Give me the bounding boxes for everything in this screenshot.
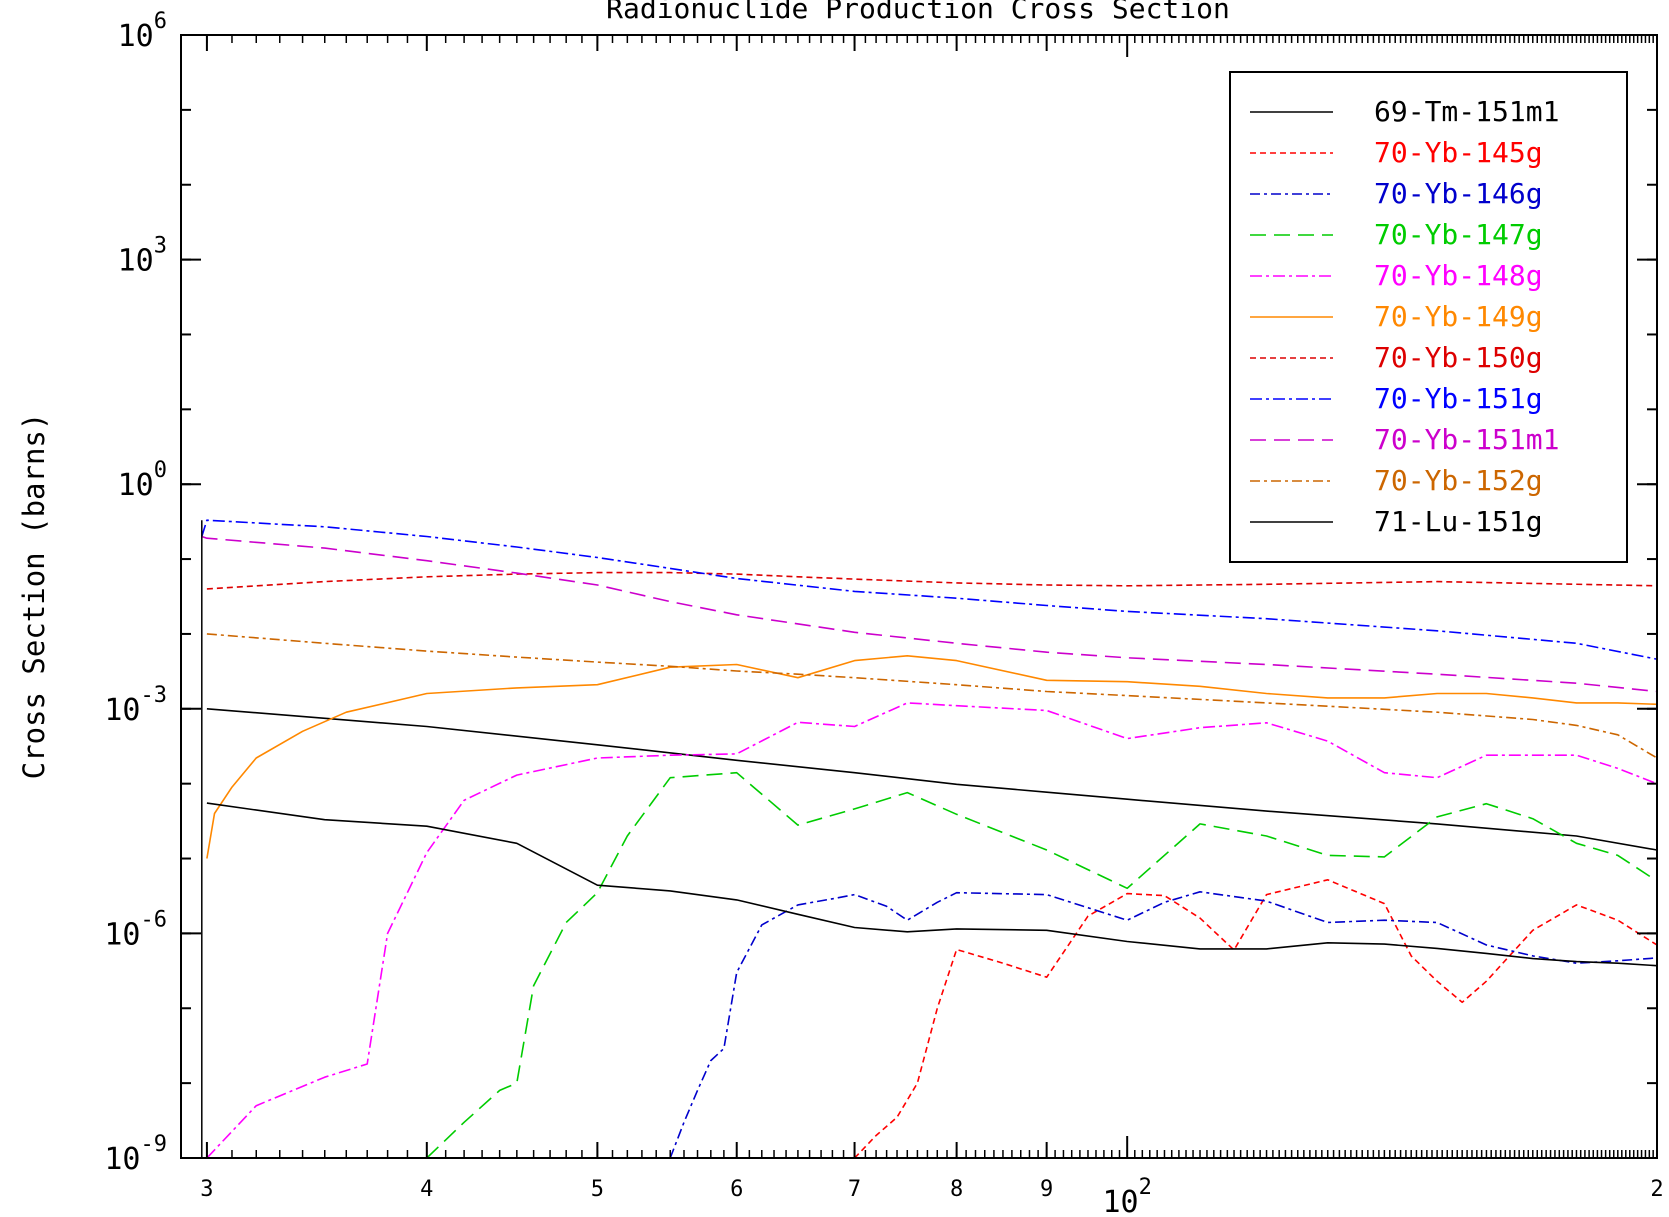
series-line-71-lu-151g xyxy=(206,802,1657,967)
legend: 69-Tm-151m1 70-Yb-145g 70-Yb-146g 70-Yb-147… xyxy=(1229,71,1628,563)
legend-label-70-yb-147g: 70-Yb-147g xyxy=(1374,218,1543,251)
x-tick-label: 8 xyxy=(950,1177,963,1202)
x-tick-label: 7 xyxy=(848,1177,861,1202)
y-axis-label: Cross Section (barns) xyxy=(17,413,51,780)
y-tick-label: 10-9 xyxy=(104,1132,167,1177)
series-layer xyxy=(201,519,1657,1158)
y-tick-label: 10-6 xyxy=(104,907,167,952)
series-line-70-yb-152g xyxy=(206,633,1657,759)
series-line-70-yb-147g xyxy=(426,771,1657,1158)
series-line-70-yb-150g xyxy=(206,571,1657,590)
chart-title: Radionuclide Production Cross Section xyxy=(606,0,1230,25)
y-tick-label: 10-3 xyxy=(104,683,167,728)
y-tick-label: 100 xyxy=(118,458,167,503)
plot-frame xyxy=(180,34,1658,1159)
legend-label-70-yb-146g: 70-Yb-146g xyxy=(1374,177,1543,210)
series-line-70-yb-151g xyxy=(201,519,1657,660)
x-tick-label: 2 xyxy=(1650,1177,1663,1202)
x-tick-label: 5 xyxy=(591,1177,604,1202)
x-decade-label: 102 xyxy=(1102,1175,1151,1217)
legend-label-70-yb-150g: 70-Yb-150g xyxy=(1374,341,1543,374)
series-line-70-yb-148g xyxy=(206,702,1657,1158)
legend-label-70-yb-148g: 70-Yb-148g xyxy=(1374,259,1543,292)
x-tick-label: 3 xyxy=(200,1177,213,1202)
y-tick-label: 106 xyxy=(118,9,167,54)
series-line-70-yb-149g xyxy=(206,654,1657,859)
legend-label-70-yb-151m1: 70-Yb-151m1 xyxy=(1374,423,1559,456)
ticks-layer: 106 103 100 10-3 10-6 10-9 3 4 5 6 7 8 9 2 102 xyxy=(104,9,1663,1217)
x-tick-label: 6 xyxy=(730,1177,743,1202)
legend-label-70-yb-152g: 70-Yb-152g xyxy=(1374,464,1543,497)
y-tick-label: 103 xyxy=(118,234,167,279)
series-line-70-yb-151m1 xyxy=(201,535,1657,693)
legend-label-71-lu-151g: 71-Lu-151g xyxy=(1374,505,1543,538)
legend-label-70-yb-145g: 70-Yb-145g xyxy=(1374,136,1543,169)
legend-label-70-yb-149g: 70-Yb-149g xyxy=(1374,300,1543,333)
legend-label-69-tm-151m1: 69-Tm-151m1 xyxy=(1374,95,1559,128)
legend-label-70-yb-151g: 70-Yb-151g xyxy=(1374,382,1543,415)
x-tick-label: 4 xyxy=(420,1177,433,1202)
series-line-69-tm-151m1 xyxy=(206,708,1657,851)
series-line-70-yb-145g xyxy=(854,878,1657,1158)
x-tick-label: 9 xyxy=(1040,1177,1053,1202)
series-line-70-yb-146g xyxy=(669,890,1657,1158)
